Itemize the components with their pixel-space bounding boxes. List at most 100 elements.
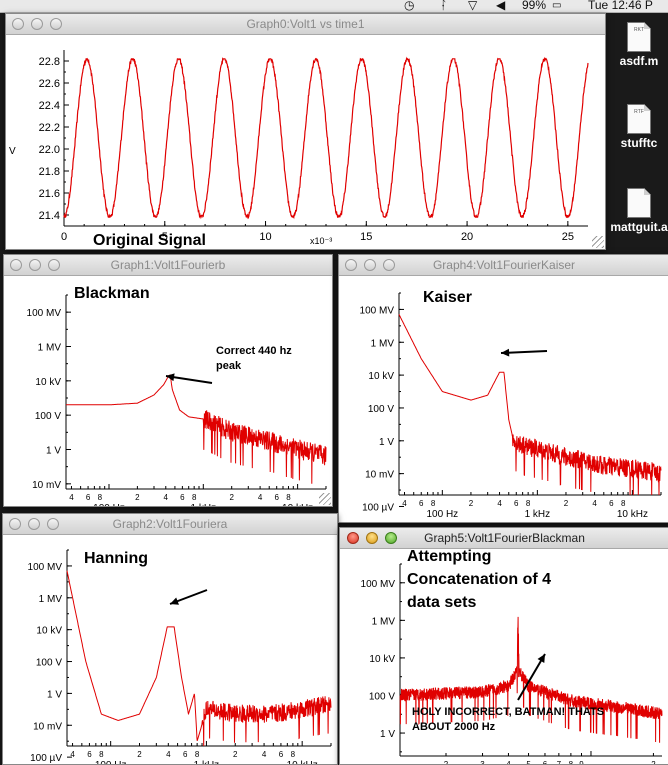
x-minor-tick-label: 6 [609, 499, 614, 508]
zoom-button[interactable] [50, 18, 62, 30]
annotation-arrow-head [166, 373, 175, 382]
y-tick-label: 1 V [380, 729, 395, 740]
x-minor-tick-label: 4 [402, 499, 407, 508]
minimize-button[interactable] [364, 259, 376, 271]
close-button[interactable] [345, 259, 357, 271]
y-tick-label: 10 mV [33, 721, 62, 732]
minimize-button[interactable] [31, 18, 43, 30]
desktop-file-stufftc[interactable]: RTF stufftc [610, 104, 668, 150]
bluetooth-icon[interactable]: ᛛ [440, 0, 448, 12]
x-minor-tick-label: 2 [135, 493, 140, 502]
minimize-button[interactable] [366, 532, 378, 544]
x-major-tick-label: 100 Hz [95, 760, 127, 764]
y-tick-label: 10 kV [369, 654, 395, 665]
window-titlebar[interactable]: Graph1:Volt1Fourierb [4, 255, 332, 276]
y-tick-label: 22.6 [39, 78, 60, 90]
time-machine-icon[interactable]: ◷ [404, 0, 415, 12]
x-tick-label: 25 [562, 231, 574, 243]
window-titlebar[interactable]: Graph4:Volt1FourierKaiser [339, 255, 668, 276]
zoom-button[interactable] [47, 518, 59, 530]
y-tick-label: 10 mV [32, 480, 61, 491]
zoom-button[interactable] [383, 259, 395, 271]
wifi-icon[interactable]: ▽ [468, 0, 478, 12]
x-minor-tick-label: 2 [233, 750, 238, 759]
y-tick-label: 21.8 [39, 166, 60, 178]
graph2-window[interactable]: Graph2:Volt1Fouriera 100 MV 1 MV 10 kV 100 … [2, 513, 338, 765]
x-axis-label: x10⁻³ [310, 236, 332, 246]
desktop-file-asdf[interactable]: RKT asdf.m [610, 22, 668, 68]
y-tick-label: 1 MV [371, 338, 395, 349]
spectrum-series-line [398, 314, 662, 496]
resize-grip[interactable] [319, 493, 331, 505]
x-minor-tick-label: 6 [86, 493, 91, 502]
x-minor-tick-label: 9 [579, 760, 584, 764]
spectrum-series-line [399, 616, 663, 743]
volume-icon[interactable]: ◀ [496, 0, 506, 12]
voltage-vs-time-chart[interactable]: 22.8 22.6 22.4 22.2 22.0 21.8 21.6 21.40 5 10 15 20… [6, 34, 605, 249]
voltage-series-line [63, 56, 589, 220]
graph1-window[interactable]: Graph1:Volt1Fourierb 100 MV 1 MV 10 kV 100 … [3, 254, 333, 507]
x-minor-tick-label: 6 [274, 493, 279, 502]
x-major-tick-label: 10 kHz [287, 760, 318, 764]
annotation-correct-peak: Correct 440 hz [216, 345, 292, 357]
annotation-peak: peak [216, 360, 242, 372]
zoom-button[interactable] [48, 259, 60, 271]
x-major-tick-label: 1 kHz [191, 503, 217, 506]
x-minor-tick-label: 8 [291, 750, 296, 759]
zoom-button[interactable] [385, 532, 397, 544]
y-axis-label: V [9, 146, 16, 157]
y-tick-label: 22.0 [39, 144, 60, 156]
close-button[interactable] [347, 532, 359, 544]
resize-grip[interactable] [592, 236, 604, 248]
graph0-window[interactable]: Graph0:Volt1 vs time1 22.8 22.6 22.4 22.2 22… [5, 13, 606, 250]
x-minor-tick-label: 2 [651, 760, 656, 764]
close-button[interactable] [9, 518, 21, 530]
x-minor-tick-label: 6 [180, 493, 185, 502]
y-tick-label: 100 V [368, 404, 394, 415]
x-minor-tick-label: 4 [164, 493, 169, 502]
close-button[interactable] [10, 259, 22, 271]
x-minor-tick-label: 4 [166, 750, 171, 759]
y-tick-label: 1 MV [39, 594, 63, 605]
desktop-file-label: asdf.m [619, 54, 659, 68]
y-tick-label: 1 MV [372, 616, 396, 627]
x-minor-tick-label: 4 [497, 499, 502, 508]
annotation-concatenation: Concatenation of 4 [407, 571, 552, 588]
graph5-window[interactable]: Graph5:Volt1FourierBlackman 100 MV 1 MV 10… [339, 527, 668, 765]
close-button[interactable] [12, 18, 24, 30]
y-tick-label: 21.4 [39, 210, 60, 222]
battery-icon[interactable]: ▭ [552, 0, 562, 11]
y-tick-label: 10 mV [365, 470, 394, 481]
x-minor-tick-label: 4 [69, 493, 74, 502]
x-minor-tick-label: 8 [431, 499, 436, 508]
window-title: Graph4:Volt1FourierKaiser [432, 258, 576, 272]
desktop-file-mattguit[interactable]: mattguit.a [610, 188, 668, 234]
y-tick-label: 100 MV [28, 562, 63, 573]
y-tick-label: 1 V [379, 437, 394, 448]
x-minor-tick-label: 2 [229, 493, 234, 502]
annotation-data-sets: data sets [407, 594, 477, 611]
battery-percent[interactable]: 99% [522, 0, 547, 12]
x-minor-tick-label: 8 [286, 493, 291, 502]
menubar-clock[interactable]: Tue 12:46 P [588, 0, 653, 12]
x-major-tick-label: 10 kHz [282, 503, 313, 506]
minimize-button[interactable] [28, 518, 40, 530]
y-tick-label: 100 MV [360, 305, 395, 316]
annotation-kaiser: Kaiser [423, 289, 472, 306]
window-titlebar[interactable]: Graph0:Volt1 vs time1 [6, 14, 605, 35]
annotation-arrow-line [517, 653, 546, 701]
window-titlebar[interactable]: Graph5:Volt1FourierBlackman [340, 528, 668, 549]
x-minor-tick-label: 6 [419, 499, 424, 508]
y-tick-label: 21.6 [39, 188, 60, 200]
annotation-arrow-head [170, 597, 179, 605]
x-minor-tick-label: 4 [70, 750, 75, 759]
x-minor-tick-label: 5 [526, 760, 531, 764]
window-titlebar[interactable]: Graph2:Volt1Fouriera [3, 514, 337, 535]
x-minor-tick-label: 2 [444, 760, 449, 764]
graph4-window[interactable]: Graph4:Volt1FourierKaiser 100 MV 1 MV 10 k… [338, 254, 668, 523]
minimize-button[interactable] [29, 259, 41, 271]
